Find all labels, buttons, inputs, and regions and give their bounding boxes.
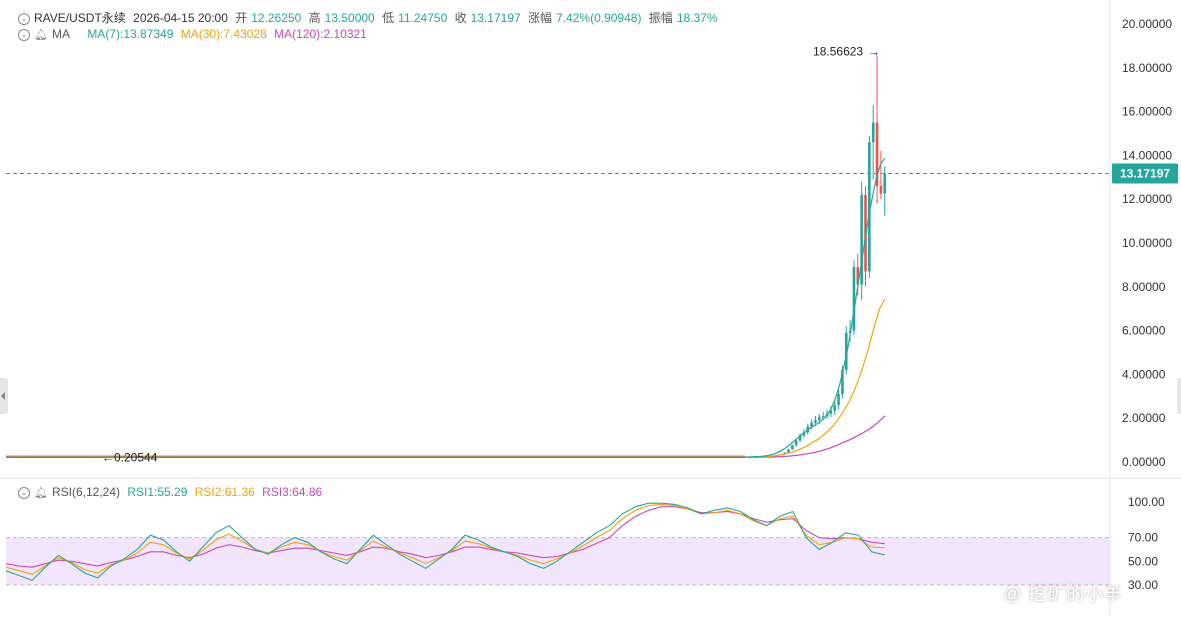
rsi1-value: RSI1:55.29 <box>127 485 188 499</box>
bell-icon[interactable]: 🔔︎ <box>34 487 48 499</box>
candle-body <box>787 449 790 453</box>
rsi3-value: RSI3:64.86 <box>262 485 323 499</box>
open-value: 12.26250 <box>251 11 302 25</box>
candle-body <box>833 405 836 411</box>
candle-body <box>837 394 840 406</box>
ma120-line <box>745 415 886 458</box>
symbol-label: RAVE/USDT永续 <box>34 11 126 25</box>
price-tick-label: 8.00000 <box>1122 280 1166 294</box>
price-tick-label: 14.00000 <box>1122 148 1172 162</box>
price-header: ⌄ RAVE/USDT永续 2026-04-15 20:00 开 12.26250 … <box>18 9 722 26</box>
change-label: 涨幅 <box>528 11 553 25</box>
open-label: 开 <box>235 11 248 25</box>
price-tick-label: 16.00000 <box>1122 105 1172 119</box>
amplitude-label: 振幅 <box>648 11 673 25</box>
price-tick-label: 0.00000 <box>1122 455 1166 469</box>
amplitude-value: 18.37% <box>676 11 718 25</box>
rsi-tick-label: 70.00 <box>1128 531 1158 545</box>
candle-body <box>879 186 883 194</box>
rsi2-value: RSI2:61.36 <box>194 485 255 499</box>
candle-body <box>856 267 860 285</box>
candle-body <box>860 194 863 285</box>
candle-body <box>810 422 813 427</box>
low-value: 11.24750 <box>398 11 448 25</box>
rsi-legend: ⌄ 🔔︎ RSI(6,12,24) RSI1:55.29 RSI2:61.36 RS… <box>18 485 326 499</box>
candle-body <box>814 419 817 423</box>
current-price-tag <box>1112 163 1178 184</box>
ma-indicator-name: MA <box>51 27 70 41</box>
candle-body <box>818 417 821 420</box>
price-tick-label: 2.00000 <box>1122 411 1166 425</box>
ma-legend: ⌄ 🔔︎ MA MA(7):13.87349 MA(30):7.43028 MA(1… <box>18 27 371 41</box>
ma30-line <box>745 299 886 458</box>
high-annotation: 18.56623 <box>813 44 863 58</box>
watermark: @ 挖矿的小羊 <box>1003 584 1124 604</box>
price-tick-label: 6.00000 <box>1122 324 1166 338</box>
candle-body <box>883 173 887 194</box>
collapse-icon[interactable]: ⌄ <box>18 12 30 25</box>
rsi-tick-label: 50.00 <box>1128 554 1158 568</box>
left-panel-handle[interactable] <box>0 378 8 414</box>
collapse-icon[interactable]: ⌄ <box>18 486 30 499</box>
change-value: 7.42%(0.90948) <box>556 11 642 25</box>
current-price-label: 13.17197 <box>1120 167 1170 181</box>
rsi-series-line <box>5 502 885 581</box>
candle-body <box>841 370 844 395</box>
candle-body <box>794 440 798 446</box>
ma7-value: MA(7):13.87349 <box>87 27 174 41</box>
candle-body <box>821 416 825 418</box>
high-annotation-arrow: → <box>868 44 880 58</box>
ma30-value: MA(30):7.43028 <box>180 27 267 41</box>
high-label: 高 <box>308 11 321 25</box>
high-value: 13.50000 <box>324 11 375 25</box>
low-annotation-arrow: ← <box>102 451 114 465</box>
candle-body <box>852 267 856 331</box>
candle-body <box>871 122 875 143</box>
ma7-line <box>745 157 886 458</box>
candle-body <box>875 122 879 187</box>
low-label: 低 <box>382 11 395 25</box>
price-tick-label: 4.00000 <box>1122 367 1166 381</box>
bell-icon[interactable]: 🔔︎ <box>34 29 48 41</box>
rsi-indicator-name: RSI(6,12,24) <box>51 485 121 499</box>
right-panel-handle[interactable] <box>1177 378 1181 414</box>
close-label: 收 <box>454 11 467 25</box>
candle-body <box>802 432 806 436</box>
candle-body <box>844 332 848 371</box>
low-annotation: 0.20544 <box>114 451 158 465</box>
price-tick-label: 10.00000 <box>1122 236 1172 250</box>
collapse-icon[interactable]: ⌄ <box>18 28 30 41</box>
close-value: 13.17197 <box>470 11 521 25</box>
datetime-label: 2026-04-15 20:00 <box>133 11 228 25</box>
candle-body <box>798 435 802 441</box>
price-tick-label: 12.00000 <box>1122 192 1172 206</box>
candle-body <box>868 142 871 272</box>
candle-body <box>791 445 794 450</box>
rsi-tick-label: 30.00 <box>1128 578 1158 592</box>
price-tick-label: 18.00000 <box>1122 61 1172 75</box>
ma120-value: MA(120):2.10321 <box>274 27 367 41</box>
rsi-tick-label: 100.00 <box>1128 495 1165 509</box>
price-tick-label: 20.00000 <box>1122 17 1172 31</box>
rsi-band <box>6 537 1110 585</box>
candle-body <box>829 410 833 414</box>
